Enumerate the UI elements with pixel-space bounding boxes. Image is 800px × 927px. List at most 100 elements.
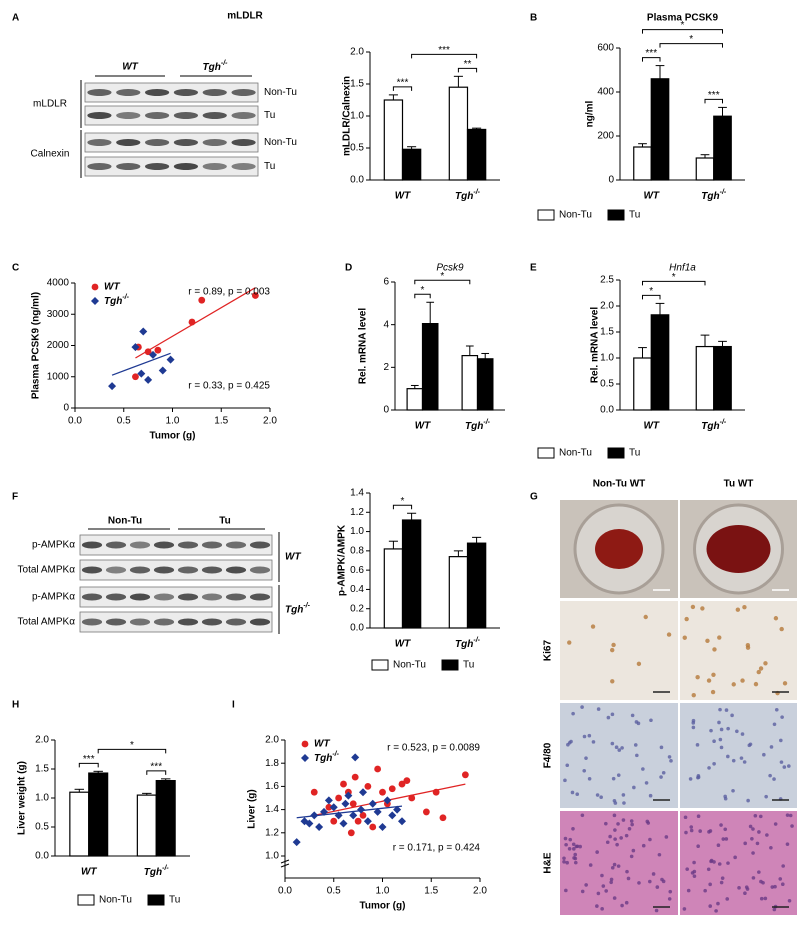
legend-label: Tu	[463, 660, 474, 671]
point	[368, 799, 377, 808]
cell	[627, 826, 632, 831]
cell	[620, 903, 624, 908]
y-tick-label: 0.0	[350, 623, 364, 634]
cell	[580, 813, 585, 818]
y-axis-label: Liver (g)	[247, 789, 258, 828]
blot-strip	[79, 534, 273, 556]
cell	[695, 674, 700, 680]
cell	[709, 859, 713, 864]
blot-band	[144, 163, 170, 170]
cell	[735, 729, 739, 734]
blot-band	[202, 89, 227, 96]
point	[363, 817, 372, 826]
cell	[565, 860, 569, 865]
legend-marker	[91, 297, 99, 305]
legend-label: Non-Tu	[559, 448, 592, 459]
cell	[790, 824, 794, 828]
blot-band	[81, 541, 103, 549]
cell	[584, 883, 588, 887]
cell	[571, 827, 575, 831]
cell	[733, 855, 737, 860]
cell	[613, 837, 617, 841]
y-tick-label: 1.5	[350, 79, 364, 90]
legend-marker	[301, 754, 309, 762]
blot-band	[249, 593, 271, 601]
cell	[605, 840, 610, 845]
blot-band	[144, 139, 170, 146]
group-label: Non-Tu	[108, 516, 142, 527]
blot-strip	[84, 132, 259, 153]
point	[305, 819, 314, 828]
significance-label: ***	[645, 48, 657, 59]
cell	[572, 856, 576, 860]
cell	[714, 909, 718, 913]
cell	[565, 763, 570, 768]
cell	[719, 727, 724, 732]
cell	[624, 900, 629, 905]
legend-label: WT	[314, 739, 330, 750]
significance-bracket	[392, 86, 413, 91]
point	[383, 796, 392, 805]
cell	[637, 881, 641, 885]
cell	[609, 880, 613, 885]
liver	[595, 529, 643, 569]
point	[149, 350, 157, 359]
cell	[614, 745, 619, 750]
y-tick-label: 0.5	[350, 143, 364, 154]
cell	[779, 626, 784, 632]
point	[166, 355, 175, 364]
text-part: Tgh	[701, 191, 719, 202]
cell	[685, 867, 690, 871]
cell	[616, 822, 620, 826]
micrograph	[560, 601, 678, 700]
cell	[571, 842, 576, 847]
cell	[612, 896, 617, 900]
cell	[782, 765, 787, 769]
point	[359, 812, 367, 819]
x-tick-label: 2.0	[473, 886, 487, 897]
y-tick-label: 1.5	[600, 327, 614, 338]
cell	[696, 814, 701, 819]
blot-band	[202, 139, 227, 146]
panel-letter: A	[12, 13, 19, 24]
y-tick-label: 1.0	[350, 526, 364, 537]
text-part: -/-	[332, 751, 339, 758]
column-label: Non-Tu WT	[593, 479, 646, 490]
cell	[780, 715, 784, 719]
panel-letter: H	[12, 700, 19, 711]
legend-swatch	[607, 447, 625, 459]
cell	[571, 711, 575, 716]
cell	[721, 837, 726, 841]
significance-label: *	[689, 34, 693, 45]
text-part: -/-	[483, 419, 490, 426]
y-tick-label: 1.2	[265, 827, 279, 838]
significance-label: ***	[150, 762, 162, 773]
cell	[759, 896, 764, 901]
cell	[610, 712, 615, 717]
blot-band	[173, 163, 199, 170]
cell	[611, 776, 616, 781]
blot-band	[177, 593, 199, 601]
cell	[609, 877, 614, 882]
significance-bracket	[642, 280, 706, 286]
blot-band	[231, 163, 256, 170]
cell	[761, 880, 765, 885]
cell	[682, 907, 687, 911]
y-tick-label: 0	[63, 403, 69, 414]
bar	[476, 358, 494, 411]
significance-bracket	[392, 504, 413, 510]
y-tick-label: 1.5	[35, 764, 49, 775]
cell	[724, 837, 729, 841]
cell	[757, 870, 761, 874]
panel-letter: G	[530, 492, 538, 503]
point	[393, 805, 402, 814]
cell	[708, 882, 712, 887]
y-tick-label: 0.0	[600, 405, 614, 416]
point	[403, 777, 411, 784]
row-label: Total AMPKα	[18, 617, 76, 628]
blot-band	[225, 618, 247, 626]
cell	[636, 721, 641, 726]
cell	[659, 745, 664, 750]
row-label: p-AMPKα	[32, 540, 75, 551]
text-part: -/-	[122, 294, 129, 301]
